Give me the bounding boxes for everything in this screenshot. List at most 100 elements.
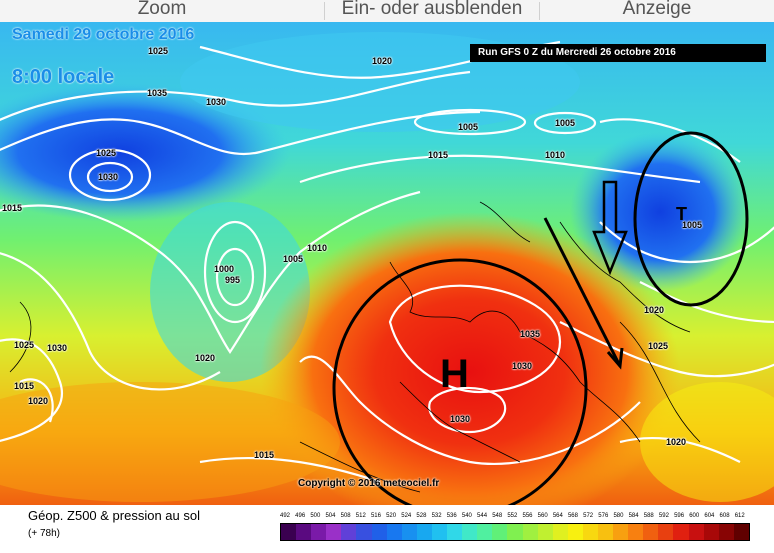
isobar-label: 995 — [225, 275, 241, 285]
low-pressure-circle — [633, 131, 749, 307]
scale-tick-label: 500 — [310, 513, 321, 519]
forecast-date: Samedi 29 octobre 2016 — [12, 26, 195, 43]
isobar-label: 1020 — [372, 56, 393, 66]
isobar-label: 1030 — [450, 414, 471, 424]
isobar-label: 1030 — [512, 361, 533, 371]
scale-tick-label: 536 — [446, 513, 457, 519]
scale-swatch — [552, 524, 568, 540]
scale-tick-label: 608 — [719, 513, 730, 519]
isobar-label: 1025 — [96, 148, 117, 158]
scale-tick-label: 552 — [507, 513, 518, 519]
scale-tick-label: 544 — [477, 513, 488, 519]
scale-tick-label: 560 — [537, 513, 548, 519]
scale-swatch — [431, 524, 448, 540]
scale-swatch — [281, 524, 297, 540]
scale-tick-label: 596 — [674, 513, 685, 519]
scale-tick-label: 512 — [355, 513, 366, 519]
isobar-label: 1030 — [206, 97, 227, 107]
isobar-label: 1030 — [98, 172, 119, 182]
scale-tick-label: 604 — [704, 513, 715, 519]
hand-annotations — [332, 131, 749, 505]
scale-tick-label: 524 — [401, 513, 412, 519]
isobar-label: 1020 — [644, 305, 665, 315]
scale-swatch — [628, 524, 644, 540]
isobar-label: 1015 — [254, 450, 275, 460]
toggle-button[interactable]: Ein- oder ausblenden — [341, 0, 523, 19]
scale-tick-label: 580 — [613, 513, 624, 519]
scale-swatch — [401, 524, 417, 540]
scale-swatch — [522, 524, 538, 540]
forecast-time: 8:00 locale — [12, 66, 115, 88]
scale-swatch — [296, 524, 312, 540]
flow-arrow — [543, 217, 622, 367]
scale-tick-label: 516 — [370, 513, 381, 519]
scale-tick-label: 556 — [522, 513, 533, 519]
scale-tick-label: 612 — [734, 513, 745, 519]
scale-swatch — [658, 524, 674, 540]
low-pressure-label: T — [676, 204, 687, 224]
scale-swatch — [703, 524, 719, 540]
weather-map: H T — [0, 22, 774, 505]
isobar-label: 1025 — [648, 341, 669, 351]
scale-tick-label: 564 — [552, 513, 563, 519]
isobar-label: 1005 — [555, 118, 576, 128]
scale-tick-label: 548 — [492, 513, 503, 519]
scale-tick-label: 540 — [461, 513, 472, 519]
scale-swatch — [613, 524, 629, 540]
scale-swatch — [507, 524, 523, 540]
scale-swatch — [643, 524, 659, 540]
scale-tick-label: 572 — [583, 513, 594, 519]
isobar-label: 1025 — [148, 46, 169, 56]
isobar-label: 1020 — [666, 437, 687, 447]
isobar-label: 1010 — [545, 150, 566, 160]
toolbar-separator — [539, 2, 540, 20]
scale-swatch — [477, 524, 493, 540]
scale-tick-label: 588 — [643, 513, 654, 519]
scale-swatch — [597, 524, 614, 540]
zoom-button[interactable]: Zoom — [137, 0, 187, 19]
toolbar: Zoom Ein- oder ausblenden Anzeige — [0, 0, 774, 23]
scale-tick-label: 504 — [325, 513, 336, 519]
display-button[interactable]: Anzeige — [622, 0, 692, 19]
high-pressure-label: H — [440, 352, 469, 396]
run-info: Run GFS 0 Z du Mercredi 26 octobre 2016 — [470, 44, 766, 62]
scale-tick-label: 568 — [567, 513, 578, 519]
scale-swatch — [688, 524, 704, 540]
scale-swatch — [567, 524, 583, 540]
down-arrow-icon — [592, 180, 628, 276]
scale-tick-label: 492 — [280, 513, 291, 519]
scale-swatch — [356, 524, 372, 540]
flow-arrow-head — [606, 347, 624, 370]
scale-tick-label: 592 — [658, 513, 669, 519]
isobar-label: 1005 — [458, 122, 479, 132]
isobar-label: 1015 — [428, 150, 449, 160]
scale-swatch — [416, 524, 432, 540]
color-scale-bar — [280, 523, 750, 541]
map-canvas: H T — [0, 22, 774, 505]
scale-swatch — [582, 524, 598, 540]
high-pressure-circle — [332, 258, 588, 505]
coastlines — [9, 201, 701, 493]
isobar-label: 1005 — [283, 254, 304, 264]
scale-swatch — [447, 524, 463, 540]
scale-swatch — [462, 524, 478, 540]
scale-swatch — [537, 524, 553, 540]
scale-swatch — [673, 524, 689, 540]
isobar-label: 1015 — [2, 203, 23, 213]
scale-tick-label: 584 — [628, 513, 639, 519]
scale-swatch — [311, 524, 327, 540]
scale-tick-label: 600 — [689, 513, 700, 519]
scale-swatch — [371, 524, 387, 540]
scale-swatch — [733, 524, 749, 540]
isobar-label: 1000 — [214, 264, 235, 274]
scale-swatch — [341, 524, 357, 540]
scale-swatch — [718, 524, 734, 540]
scale-swatch — [326, 524, 342, 540]
isobar-label: 1035 — [520, 329, 541, 339]
scale-tick-label: 576 — [598, 513, 609, 519]
color-scale-labels: 492 496 500 504 508 512 516 520 524 528 532 536 540 5… — [280, 513, 750, 519]
scale-swatch — [386, 524, 402, 540]
copyright-notice: Copyright © 2016 meteociel.fr — [298, 478, 440, 489]
isobar-label: 1010 — [307, 243, 328, 253]
isobar-label: 1020 — [28, 396, 49, 406]
